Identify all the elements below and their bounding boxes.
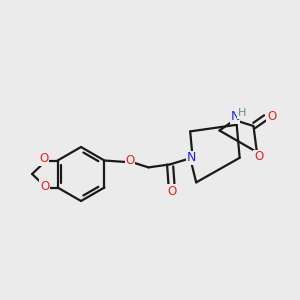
Text: N: N — [230, 110, 240, 123]
Text: O: O — [40, 179, 49, 193]
Text: H: H — [238, 108, 246, 118]
Text: O: O — [125, 154, 134, 167]
Text: O: O — [39, 152, 48, 166]
Text: O: O — [167, 185, 176, 198]
Text: N: N — [187, 151, 196, 164]
Text: O: O — [267, 110, 276, 123]
Text: O: O — [254, 150, 263, 164]
